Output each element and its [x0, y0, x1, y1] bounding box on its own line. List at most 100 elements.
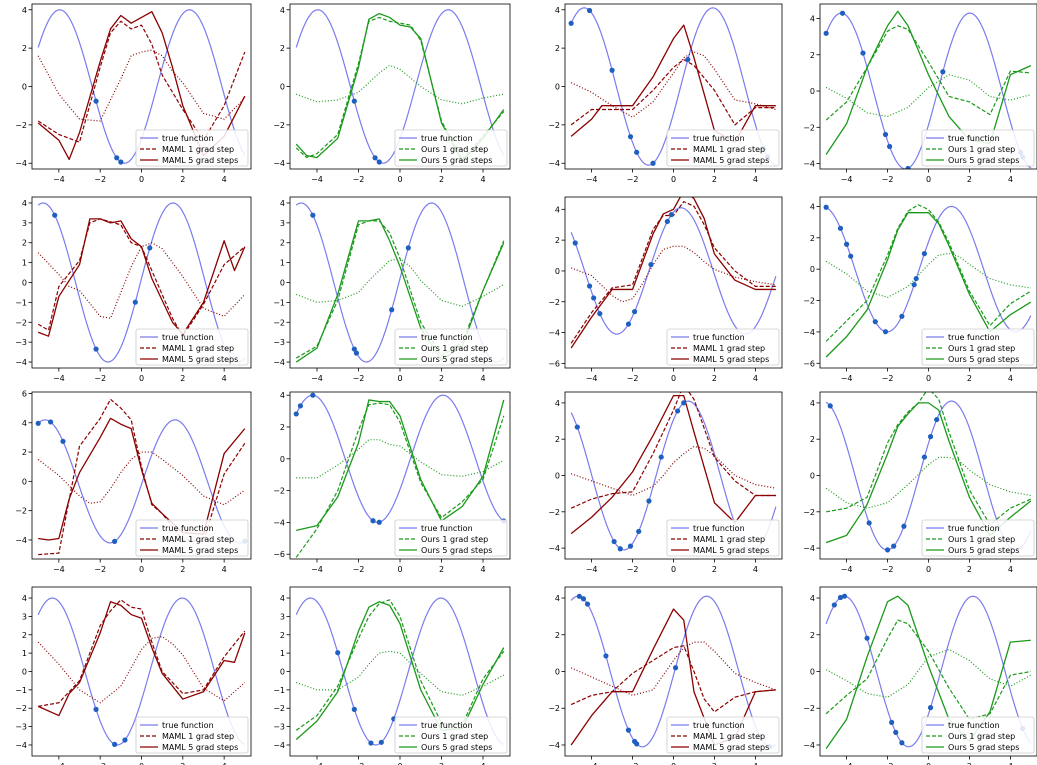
subplot-1-1: −4 −2 0 2 4 −4 −3 −2 −1 0 1 2 3 4 true function Ours 1 … — [273, 196, 511, 383]
legend-label: Ours 1 grad step — [421, 145, 488, 154]
legend-label: true function — [948, 333, 1000, 342]
legend-label: true function — [162, 524, 214, 533]
x-tick-label: 2 — [180, 175, 185, 184]
x-tick-label: −2 — [882, 762, 894, 765]
x-tick-label: 0 — [139, 762, 144, 765]
x-tick-label: 4 — [480, 175, 485, 184]
series-line-solid — [825, 212, 1032, 358]
x-tick-label: 2 — [439, 565, 444, 574]
sample-point — [93, 706, 99, 712]
x-tick-label: 4 — [222, 762, 227, 765]
x-tick-label: 2 — [712, 762, 717, 765]
legend-box — [135, 129, 249, 167]
x-tick-label: 4 — [1008, 762, 1013, 765]
sample-point — [568, 20, 574, 26]
y-tick-label: 3 — [22, 612, 27, 621]
series-line-dotted — [37, 636, 246, 704]
y-tick-label: −6 — [803, 359, 815, 368]
sample-point — [93, 346, 99, 352]
x-tick-label: 0 — [397, 565, 402, 574]
subplot-1-3: −4 −2 0 2 4 −6 −4 −2 0 2 4 true function Ours 1 grad… — [803, 196, 1037, 383]
y-tick-label: 4 — [810, 15, 815, 24]
subplot-2-0: −4 −2 0 2 4 −4 −2 0 2 4 6 true function MAML 1 grad … — [15, 389, 252, 574]
x-tick-label: 2 — [967, 175, 972, 184]
legend-label: true function — [948, 134, 1000, 143]
sample-point — [901, 523, 907, 529]
sample-point — [934, 416, 940, 423]
x-tick-label: −2 — [353, 374, 365, 383]
legend-label: MAML 1 grad step — [693, 732, 765, 741]
legend-box — [135, 716, 249, 754]
subplot-0-2: −4 −2 0 2 4 −4 −2 0 2 4 true function MAML 1 grad s… — [548, 3, 783, 184]
sample-point — [634, 149, 640, 155]
sample-point — [872, 319, 878, 325]
y-tick-label: 0 — [810, 87, 815, 96]
plot-area — [37, 597, 246, 747]
x-tick-label: −2 — [627, 175, 639, 184]
legend-label: MAML 5 grad steps — [693, 156, 769, 165]
legend-label: MAML 5 grad steps — [162, 355, 238, 364]
sample-point — [310, 392, 316, 398]
y-tick-label: 1 — [280, 649, 285, 658]
legend-label: MAML 5 grad steps — [162, 156, 238, 165]
sample-point — [293, 411, 299, 417]
sample-point — [905, 165, 911, 169]
legend: true function Ours 1 grad step Ours 5 grad… — [394, 716, 508, 754]
x-tick-label: −2 — [627, 374, 639, 383]
subplot-0-0: −4 −2 0 2 4 −4 −2 0 2 4 true function MAML 1 grad s… — [15, 3, 252, 184]
sample-point — [60, 438, 66, 444]
x-tick-label: −4 — [311, 175, 323, 184]
y-tick-label: 0 — [555, 267, 560, 276]
x-tick-label: −4 — [586, 565, 598, 574]
x-tick-label: 0 — [139, 175, 144, 184]
y-tick-label: −2 — [15, 318, 27, 327]
sample-point — [887, 143, 893, 150]
x-tick-label: −2 — [94, 175, 106, 184]
x-tick-label: 0 — [671, 374, 676, 383]
legend: true function Ours 1 grad step Ours 5 grad… — [394, 129, 508, 167]
y-tick-label: −4 — [548, 159, 560, 168]
y-tick-label: −4 — [548, 544, 560, 553]
sample-point — [891, 543, 897, 549]
x-tick-label: 4 — [480, 374, 485, 383]
y-tick-label: −2 — [273, 704, 285, 713]
y-tick-label: 4 — [555, 205, 560, 214]
x-tick-label: −4 — [53, 374, 65, 383]
y-tick-label: −2 — [548, 298, 560, 307]
sample-point — [940, 69, 946, 75]
y-tick-label: 2 — [555, 435, 560, 444]
legend-label: MAML 1 grad step — [693, 344, 765, 353]
legend-label: Ours 1 grad step — [948, 535, 1015, 544]
sample-point — [650, 160, 656, 166]
y-tick-label: −4 — [15, 358, 27, 367]
x-tick-label: −2 — [353, 565, 365, 574]
true-function-line — [825, 12, 1032, 169]
y-tick-label: 2 — [280, 631, 285, 640]
sample-point — [574, 424, 580, 430]
y-tick-label: −4 — [548, 329, 560, 338]
x-tick-label: −4 — [586, 175, 598, 184]
series-line-solid — [296, 399, 505, 532]
y-tick-label: −3 — [15, 723, 27, 732]
legend-label: true function — [948, 721, 1000, 730]
x-tick-label: 4 — [1008, 565, 1013, 574]
y-tick-label: −2 — [803, 508, 815, 517]
sample-point — [405, 245, 411, 251]
sample-point — [576, 593, 582, 599]
y-tick-label: 4 — [280, 594, 285, 603]
x-tick-label: 0 — [926, 762, 931, 765]
legend-label: true function — [948, 524, 1000, 533]
y-tick-label: 2 — [810, 234, 815, 243]
y-tick-label: 2 — [22, 631, 27, 640]
legend: true function MAML 1 grad step MAML 5 grad… — [666, 716, 780, 754]
sample-point — [672, 665, 679, 671]
sample-point — [591, 295, 597, 301]
y-tick-label: 2 — [22, 44, 27, 53]
subplot-1-2: −4 −2 0 2 4 −6 −4 −2 0 2 4 true function MAML 1 grad… — [548, 196, 783, 383]
series-line-solid — [570, 24, 776, 143]
legend-label: Ours 1 grad step — [948, 344, 1015, 353]
sample-point — [586, 7, 593, 14]
y-tick-label: 2 — [555, 44, 560, 53]
sample-point — [823, 30, 829, 36]
x-tick-label: −2 — [882, 565, 894, 574]
